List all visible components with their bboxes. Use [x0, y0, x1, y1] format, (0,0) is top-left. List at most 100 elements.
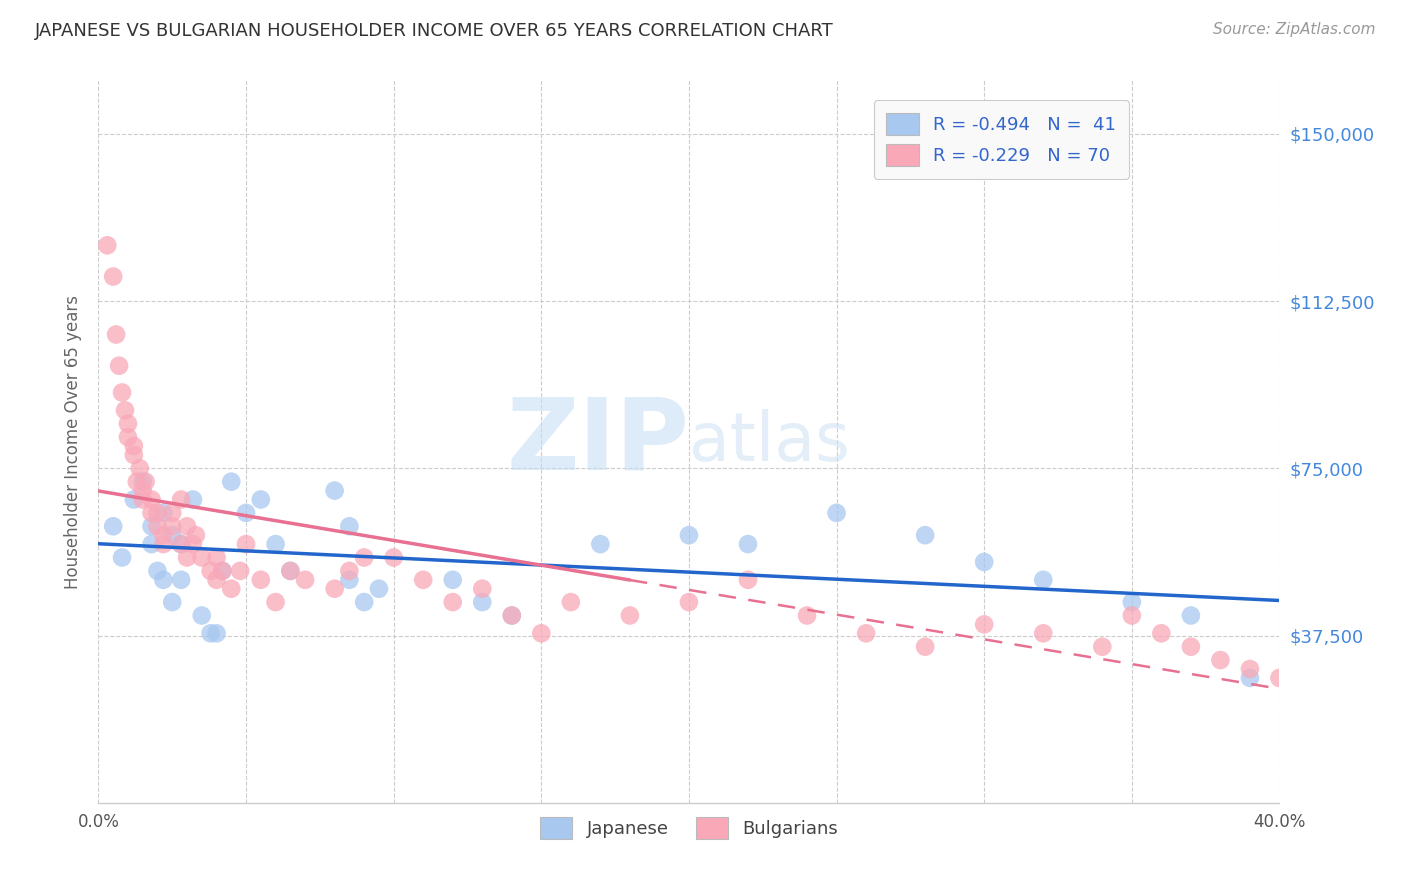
Point	[122, 439, 145, 453]
Point	[353, 595, 375, 609]
Point	[1268, 671, 1291, 685]
Legend: Japanese, Bulgarians: Japanese, Bulgarians	[530, 808, 848, 848]
Y-axis label: Householder Income Over 65 years: Householder Income Over 65 years	[63, 294, 82, 589]
Point	[170, 537, 193, 551]
Point	[170, 573, 193, 587]
Point	[152, 573, 174, 587]
Point	[211, 564, 233, 578]
Point	[1150, 626, 1173, 640]
Text: atlas: atlas	[689, 409, 849, 475]
Point	[141, 519, 163, 533]
Point	[619, 608, 641, 623]
Point	[1180, 608, 1202, 623]
Point	[114, 403, 136, 417]
Point	[200, 564, 222, 578]
Point	[162, 506, 183, 520]
Text: ZIP: ZIP	[506, 393, 689, 490]
Point	[205, 626, 228, 640]
Point	[678, 595, 700, 609]
Point	[221, 582, 243, 596]
Point	[170, 537, 193, 551]
Point	[205, 550, 228, 565]
Point	[132, 492, 155, 507]
Point	[250, 573, 273, 587]
Point	[441, 595, 464, 609]
Point	[162, 528, 183, 542]
Point	[471, 595, 494, 609]
Point	[146, 506, 169, 520]
Point	[1032, 573, 1054, 587]
Point	[235, 537, 257, 551]
Point	[191, 550, 214, 565]
Point	[125, 475, 148, 489]
Point	[170, 492, 193, 507]
Point	[501, 608, 523, 623]
Point	[737, 573, 759, 587]
Point	[105, 327, 128, 342]
Point	[264, 595, 287, 609]
Point	[111, 550, 134, 565]
Point	[1091, 640, 1114, 654]
Point	[141, 492, 163, 507]
Point	[152, 506, 174, 520]
Point	[108, 359, 131, 373]
Point	[339, 573, 361, 587]
Point	[353, 550, 375, 565]
Point	[914, 528, 936, 542]
Point	[122, 448, 145, 462]
Point	[264, 537, 287, 551]
Point	[96, 238, 118, 252]
Point	[1121, 595, 1143, 609]
Point	[152, 537, 174, 551]
Point	[323, 582, 346, 596]
Point	[973, 617, 995, 632]
Point	[294, 573, 316, 587]
Point	[471, 582, 494, 596]
Point	[737, 537, 759, 551]
Point	[141, 537, 163, 551]
Point	[211, 564, 233, 578]
Point	[205, 573, 228, 587]
Point	[339, 564, 361, 578]
Point	[441, 573, 464, 587]
Point	[117, 430, 139, 444]
Point	[152, 528, 174, 542]
Point	[1032, 626, 1054, 640]
Point	[530, 626, 553, 640]
Point	[135, 475, 157, 489]
Text: Source: ZipAtlas.com: Source: ZipAtlas.com	[1212, 22, 1375, 37]
Text: JAPANESE VS BULGARIAN HOUSEHOLDER INCOME OVER 65 YEARS CORRELATION CHART: JAPANESE VS BULGARIAN HOUSEHOLDER INCOME…	[35, 22, 834, 40]
Point	[1239, 671, 1261, 685]
Point	[141, 506, 163, 520]
Point	[973, 555, 995, 569]
Point	[146, 519, 169, 533]
Point	[1239, 662, 1261, 676]
Point	[191, 608, 214, 623]
Point	[280, 564, 302, 578]
Point	[382, 550, 405, 565]
Point	[221, 475, 243, 489]
Point	[229, 564, 252, 578]
Point	[339, 519, 361, 533]
Point	[132, 475, 155, 489]
Point	[1357, 684, 1379, 698]
Point	[1121, 608, 1143, 623]
Point	[117, 417, 139, 431]
Point	[132, 483, 155, 498]
Point	[162, 519, 183, 533]
Point	[128, 461, 150, 475]
Point	[111, 385, 134, 400]
Point	[103, 269, 125, 284]
Point	[176, 550, 198, 565]
Point	[181, 492, 204, 507]
Point	[678, 528, 700, 542]
Point	[589, 537, 612, 551]
Point	[1298, 662, 1320, 676]
Point	[181, 537, 204, 551]
Point	[103, 519, 125, 533]
Point	[280, 564, 302, 578]
Point	[825, 506, 848, 520]
Point	[250, 492, 273, 507]
Point	[1209, 653, 1232, 667]
Point	[501, 608, 523, 623]
